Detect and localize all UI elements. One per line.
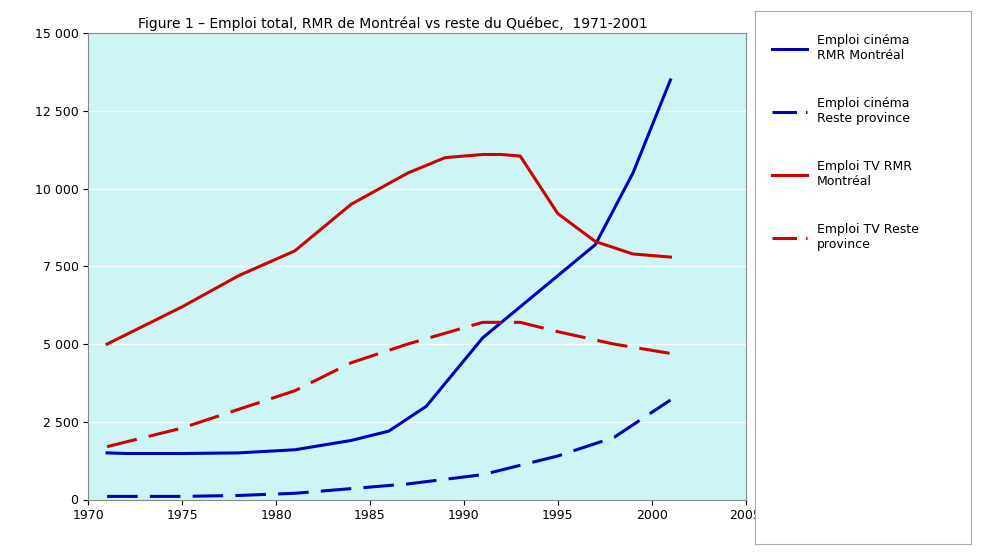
Text: Figure 1 – Emploi total, RMR de Montréal vs reste du Québec,  1971-2001: Figure 1 – Emploi total, RMR de Montréal… — [137, 17, 647, 31]
Legend: Emploi cinéma
RMR Montréal, Emploi cinéma
Reste province, Emploi TV RMR
Montréal: Emploi cinéma RMR Montréal, Emploi ciném… — [766, 28, 925, 258]
